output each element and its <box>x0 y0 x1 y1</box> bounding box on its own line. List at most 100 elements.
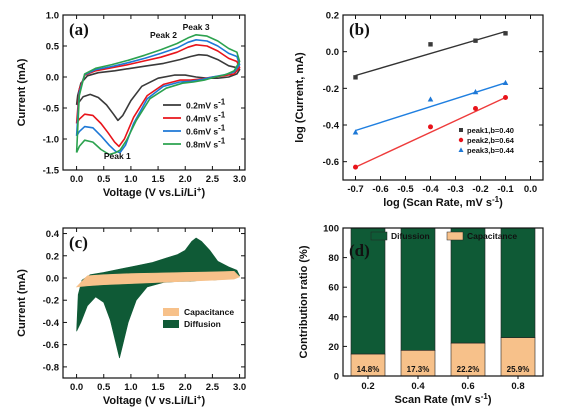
legend-label: 0.8mV s-1 <box>186 136 226 150</box>
bar-value-label: 22.2% <box>457 365 480 374</box>
y-tick-label: 0.2 <box>46 251 59 262</box>
legend-swatch <box>163 308 179 316</box>
y-tick-label: -1.5 <box>43 166 60 177</box>
legend-label: 0.4mV s-1 <box>186 110 226 124</box>
bar-diffusion <box>400 227 436 351</box>
data-point <box>428 42 433 47</box>
cv-curve <box>75 53 241 122</box>
y-tick-label: 0.0 <box>326 47 339 58</box>
legend-marker <box>458 137 464 143</box>
legend-marker <box>458 147 464 152</box>
legend-swatch <box>163 320 179 328</box>
plot-frame <box>342 227 544 377</box>
x-tick-label: -0.7 <box>347 184 363 195</box>
data-point <box>473 106 478 111</box>
y-axis-label: Current (mA) <box>16 269 28 337</box>
legend-swatch <box>446 231 464 241</box>
legend-label: peak2,b=0.64 <box>467 136 515 145</box>
data-point <box>353 75 358 80</box>
panel-c: 0.0 0.5 1.0 1.5 2.0 2.5 3.0 -0.8 -0.6 -0.4 -0.2 0.0… <box>16 227 246 408</box>
y-tick-label: 0 <box>334 372 339 383</box>
x-tick-label: 1.0 <box>124 174 137 185</box>
y-tick-label: 40 <box>328 312 339 323</box>
fit-line <box>355 30 506 77</box>
peak-annotation: Peak 1 <box>104 151 131 161</box>
y-tick-label: 20 <box>328 342 339 353</box>
bar-value-label: 17.3% <box>407 365 430 374</box>
x-tick-label: 0.0 <box>70 382 83 393</box>
x-tick-label: -0.1 <box>497 184 514 195</box>
data-point <box>502 79 509 86</box>
y-tick-label: 0.4 <box>46 229 60 240</box>
x-tick-label: 0.8 <box>511 381 524 392</box>
x-tick-label: -0.3 <box>447 184 463 195</box>
x-tick-label: -0.6 <box>372 184 388 195</box>
x-tick-label: 3.0 <box>233 174 246 185</box>
x-tick-label: 0.0 <box>70 174 83 185</box>
bar-diffusion <box>350 227 386 355</box>
x-tick-label: 2.5 <box>206 382 220 393</box>
x-axis-label: Voltage (V vs.Li/Li+) <box>103 185 206 200</box>
data-point <box>427 96 434 102</box>
y-tick-label: 100 <box>323 224 339 235</box>
peak-annotation: Peak 2 <box>150 30 177 40</box>
x-tick-label: 0.6 <box>461 381 474 392</box>
x-tick-label: -0.2 <box>472 184 488 195</box>
y-tick-label: -0.2 <box>43 296 59 307</box>
x-axis-label: Voltage (V vs.Li/Li+) <box>103 393 206 408</box>
legend-swatch <box>370 231 388 241</box>
y-tick-label: 1.0 <box>46 11 59 22</box>
legend-label: Capacitance <box>467 231 517 241</box>
x-tick-label: -0.5 <box>397 184 414 195</box>
x-tick-label: 3.0 <box>233 382 246 393</box>
x-tick-label: 0.4 <box>411 381 425 392</box>
legend-label: 0.2mV s-1 <box>186 97 226 111</box>
fit-line <box>355 96 506 168</box>
plot-frame <box>342 14 544 181</box>
bar-value-label: 14.8% <box>357 365 380 374</box>
y-tick-label: -0.2 <box>323 84 339 95</box>
bar-capacitance <box>450 342 486 377</box>
legend-label: Difussion <box>391 231 430 241</box>
x-tick-label: 0.2 <box>361 381 374 392</box>
bar-capacitance <box>400 350 436 377</box>
cv-curve <box>75 43 241 148</box>
x-axis-label: log (Scan Rate, mV s-1) <box>383 195 503 210</box>
legend-marker <box>459 128 463 132</box>
bar-diffusion <box>450 227 486 344</box>
legend-label: Capacitance <box>184 307 234 317</box>
x-tick-label: 2.0 <box>179 382 192 393</box>
cv-curve <box>75 33 241 156</box>
y-axis-label: log (Current, mA) <box>294 52 306 143</box>
x-tick-label: 0.0 <box>524 184 537 195</box>
y-tick-label: 0.0 <box>46 73 59 84</box>
x-tick-label: 2.0 <box>179 174 192 185</box>
y-tick-label: -0.5 <box>43 104 60 115</box>
legend-label: 0.6mV s-1 <box>186 123 226 137</box>
plot-frame <box>62 14 246 171</box>
x-tick-label: 0.5 <box>97 174 111 185</box>
data-point <box>472 89 479 95</box>
panel-d: 0 20 40 60 80 100 14.8% 0.2 17.3% 0.4 22.2% 0.6 25.9… <box>298 224 544 406</box>
bar-diffusion <box>500 227 536 338</box>
area-diffusion <box>76 237 241 359</box>
panel-b: -0.7 -0.6 -0.5 -0.4 -0.3 -0.2 -0.1 0.0 -0.6 -0.4 -… <box>294 11 544 210</box>
data-point <box>503 31 508 36</box>
y-axis-label: Contribution ratio (%) <box>298 245 310 358</box>
data-point <box>503 95 508 100</box>
y-axis-label: Current (mA) <box>16 58 28 126</box>
plot-frame <box>62 227 246 379</box>
x-tick-label: -0.4 <box>422 184 439 195</box>
y-tick-label: 60 <box>328 283 339 294</box>
y-tick-label: -0.6 <box>323 157 339 168</box>
y-tick-label: 0.0 <box>46 274 59 285</box>
y-tick-label: -0.4 <box>43 318 60 329</box>
x-tick-label: 1.0 <box>124 382 137 393</box>
legend-label: Diffusion <box>184 319 221 329</box>
panel-a: 0.0 0.5 1.0 1.5 2.0 2.5 3.0 -1.5 -1.0 -0.5 0.0 0.5 1… <box>16 11 246 200</box>
bar-value-label: 25.9% <box>507 365 530 374</box>
peak-annotation: Peak 3 <box>183 22 210 32</box>
area-capacitance <box>75 270 241 288</box>
x-tick-label: 0.5 <box>97 382 111 393</box>
